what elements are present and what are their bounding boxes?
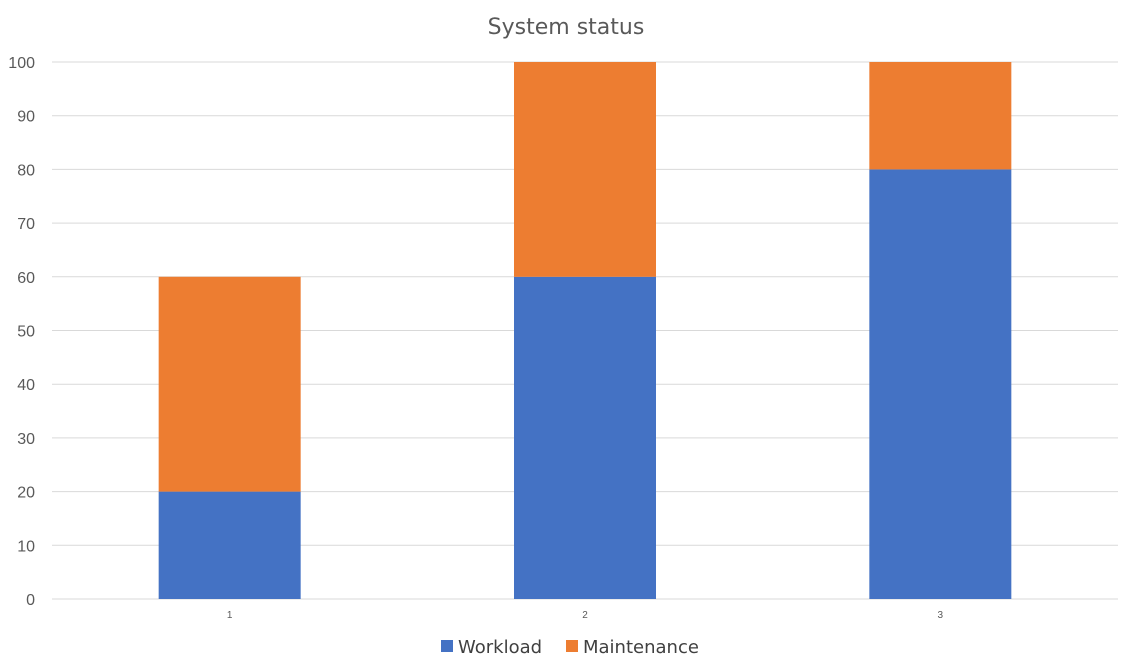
bar-workload-1	[158, 491, 301, 599]
y-tick-label: 30	[17, 431, 35, 448]
y-axis-tick-labels: 0 10 20 30 40 50 60 70 80 90 100	[8, 55, 35, 609]
x-tick-label: 1	[227, 610, 233, 621]
y-tick-label: 40	[17, 377, 35, 394]
x-tick-label: 2	[582, 610, 588, 621]
y-tick-label: 60	[17, 270, 35, 287]
x-axis-tick-labels: 1 2 3	[227, 610, 944, 621]
bar-workload-2	[514, 276, 656, 599]
y-tick-label: 80	[17, 162, 35, 179]
y-tick-label: 90	[17, 109, 35, 126]
x-tick-label: 3	[938, 610, 944, 621]
bar-maintenance-2	[514, 62, 656, 277]
bars	[158, 62, 1012, 599]
legend-swatch-maintenance	[566, 640, 578, 652]
bar-maintenance-1	[158, 276, 301, 492]
y-tick-label: 50	[17, 324, 35, 341]
legend: Workload Maintenance	[441, 637, 699, 658]
chart-title: System status	[488, 15, 645, 40]
y-tick-label: 10	[17, 538, 35, 555]
legend-swatch-workload	[441, 640, 453, 652]
y-tick-label: 100	[8, 55, 35, 72]
bar-workload-3	[869, 169, 1012, 599]
bar-maintenance-3	[869, 62, 1012, 170]
y-tick-label: 0	[26, 592, 35, 609]
y-tick-label: 20	[17, 485, 35, 502]
y-tick-label: 70	[17, 216, 35, 233]
legend-label-maintenance: Maintenance	[583, 637, 699, 658]
legend-label-workload: Workload	[458, 637, 542, 658]
